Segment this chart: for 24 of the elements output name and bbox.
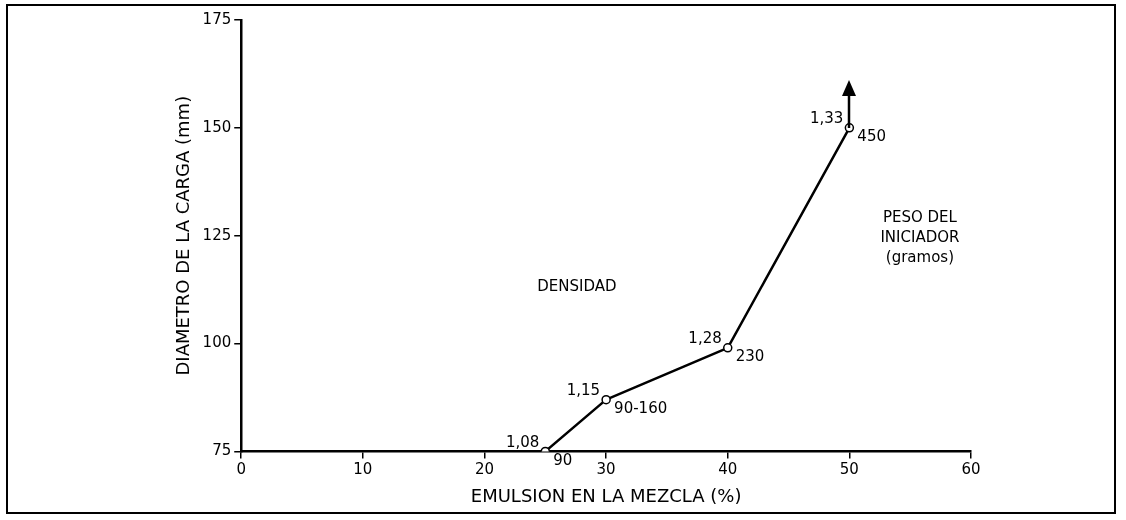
y-tick-label: 175	[202, 9, 232, 28]
annotation: 1,33	[809, 109, 844, 128]
x-tick-label: 40	[718, 460, 738, 479]
annotation: PESO DEL INICIADOR (gramos)	[880, 208, 960, 267]
y-tick-label: 75	[212, 441, 232, 460]
x-axis-title: EMULSION EN LA MEZCLA (%)	[470, 484, 742, 506]
x-tick-label: 30	[596, 460, 616, 479]
annotation: 1,15	[566, 381, 601, 400]
annotation: 1,28	[688, 329, 722, 348]
annotation: 450	[857, 127, 887, 146]
x-tick-label: 20	[474, 460, 495, 479]
y-tick-label: 150	[202, 117, 232, 136]
annotation: 90-160	[614, 399, 668, 418]
annotation: 230	[735, 347, 765, 366]
y-tick-label: 125	[202, 225, 232, 244]
x-tick-label: 0	[236, 460, 246, 479]
x-tick-label: 50	[839, 460, 859, 479]
y-tick-label: 100	[202, 333, 232, 352]
x-tick-label: 10	[353, 460, 373, 479]
annotation: DENSIDAD	[537, 277, 617, 296]
annotation: 90	[553, 450, 573, 469]
annotation: 1,08	[505, 432, 540, 451]
y-axis-title: DIAMETRO DE LA CARGA (mm)	[172, 95, 194, 376]
x-tick-label: 60	[961, 460, 981, 479]
